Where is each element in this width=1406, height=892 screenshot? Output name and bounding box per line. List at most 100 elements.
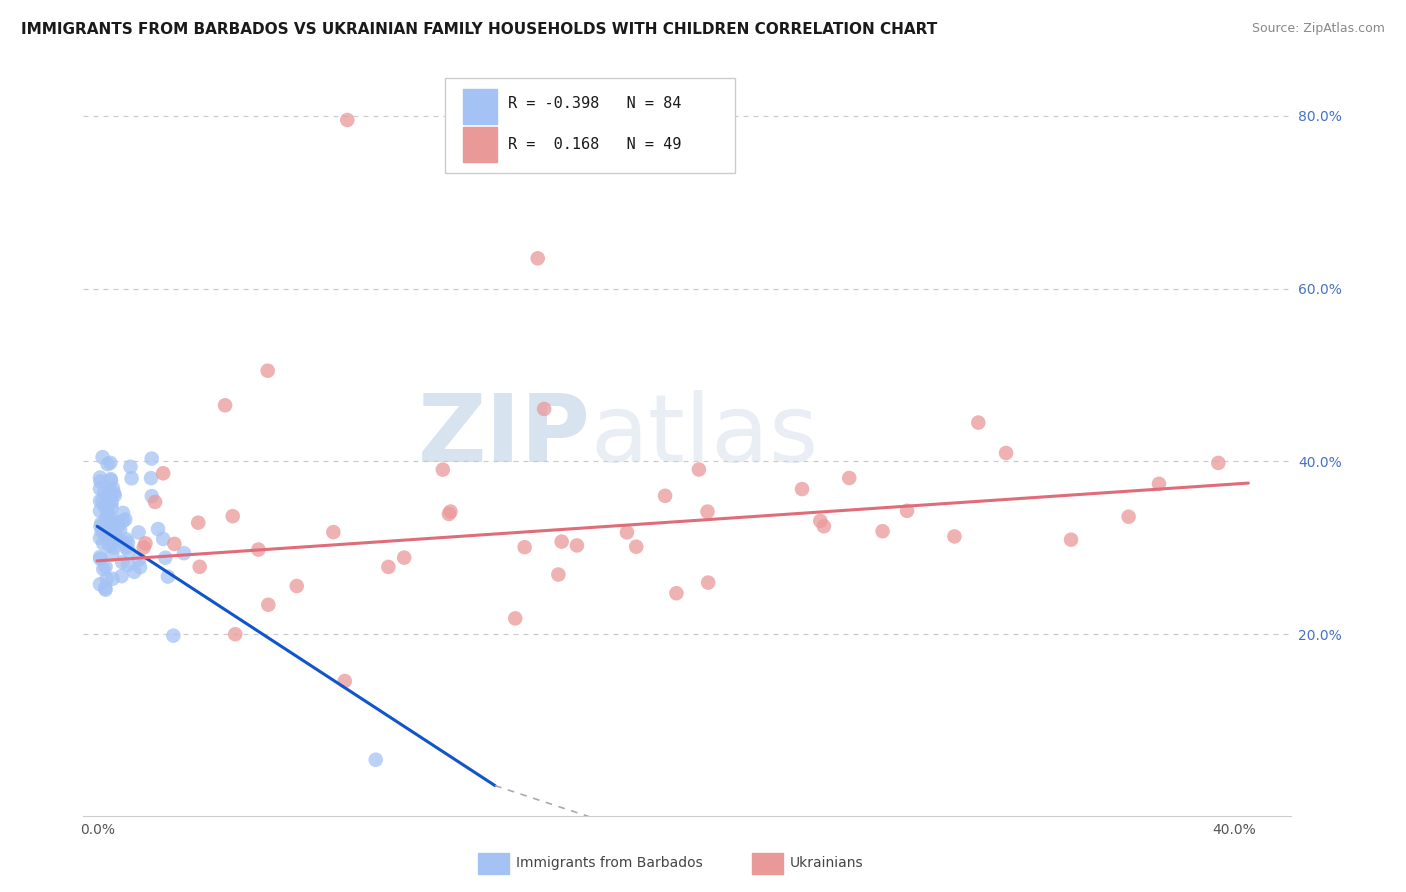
Point	[89, 549, 111, 564]
Point	[89, 519, 111, 533]
Point	[688, 462, 710, 476]
Point	[1060, 533, 1083, 547]
Point	[141, 489, 163, 503]
Point	[98, 494, 121, 508]
Point	[813, 519, 835, 533]
Point	[790, 482, 813, 496]
Point	[107, 516, 129, 530]
Point	[89, 482, 111, 496]
Point	[122, 565, 145, 579]
Point	[285, 579, 308, 593]
Point	[696, 505, 718, 519]
Point	[100, 535, 122, 549]
Point	[94, 582, 117, 597]
Point	[104, 488, 127, 502]
Point	[101, 537, 124, 551]
Point	[526, 252, 548, 266]
Point	[89, 470, 111, 484]
Point	[91, 536, 114, 550]
Point	[89, 475, 111, 489]
Point	[101, 548, 124, 562]
Point	[129, 560, 152, 574]
Point	[1118, 509, 1140, 524]
Bar	[464, 127, 498, 161]
Point	[838, 471, 860, 485]
Point	[103, 486, 125, 500]
Point	[105, 529, 128, 543]
Point	[257, 598, 280, 612]
Point	[98, 486, 121, 500]
Point	[97, 493, 120, 508]
Point	[437, 507, 460, 521]
Point	[89, 577, 111, 591]
Point	[808, 514, 831, 528]
Point	[392, 550, 415, 565]
Point	[616, 525, 638, 540]
Point	[100, 500, 122, 515]
Point	[115, 541, 138, 555]
Point	[152, 532, 174, 546]
Point	[100, 489, 122, 503]
Point	[98, 539, 121, 553]
Point	[89, 504, 111, 518]
Point	[121, 471, 143, 485]
Point	[100, 496, 122, 510]
Point	[626, 540, 648, 554]
Point	[98, 508, 121, 523]
Point	[333, 673, 356, 688]
Point	[94, 559, 117, 574]
Text: ZIP: ZIP	[418, 390, 591, 482]
Point	[247, 542, 270, 557]
Point	[128, 525, 150, 540]
Point	[100, 514, 122, 528]
Point	[118, 544, 141, 558]
Point	[97, 506, 120, 520]
Point	[143, 495, 166, 509]
Point	[104, 519, 127, 533]
Point	[101, 572, 124, 586]
Point	[94, 581, 117, 595]
Point	[439, 504, 461, 518]
Point	[128, 552, 150, 566]
Text: atlas: atlas	[591, 390, 818, 482]
Point	[90, 524, 112, 539]
Point	[336, 113, 359, 128]
Point	[112, 514, 135, 528]
Text: IMMIGRANTS FROM BARBADOS VS UKRAINIAN FAMILY HOUSEHOLDS WITH CHILDREN CORRELATIO: IMMIGRANTS FROM BARBADOS VS UKRAINIAN FA…	[21, 22, 938, 37]
Point	[103, 541, 125, 555]
Point	[155, 550, 177, 565]
Point	[101, 481, 124, 495]
Point	[547, 567, 569, 582]
Point	[513, 540, 536, 554]
Point	[134, 536, 156, 550]
Point	[111, 506, 134, 520]
Point	[665, 586, 688, 600]
Point	[94, 529, 117, 543]
Point	[117, 558, 139, 572]
Point	[91, 494, 114, 508]
Point	[108, 523, 131, 537]
Point	[162, 629, 184, 643]
Point	[96, 491, 118, 505]
Point	[152, 467, 174, 481]
Point	[432, 462, 454, 476]
Point	[188, 559, 211, 574]
Point	[163, 537, 186, 551]
Text: Immigrants from Barbados: Immigrants from Barbados	[516, 856, 703, 871]
Text: R =  0.168   N = 49: R = 0.168 N = 49	[508, 136, 682, 152]
Point	[117, 535, 139, 549]
Point	[112, 537, 135, 551]
Point	[173, 546, 195, 560]
Point	[896, 504, 918, 518]
Point	[96, 457, 118, 471]
Point	[872, 524, 894, 538]
Point	[156, 569, 179, 583]
Point	[89, 552, 111, 566]
Text: R = -0.398   N = 84: R = -0.398 N = 84	[508, 95, 682, 111]
Point	[101, 524, 124, 538]
Point	[146, 522, 169, 536]
Point	[967, 416, 990, 430]
Point	[943, 529, 966, 543]
Point	[132, 541, 155, 555]
Point	[93, 485, 115, 500]
